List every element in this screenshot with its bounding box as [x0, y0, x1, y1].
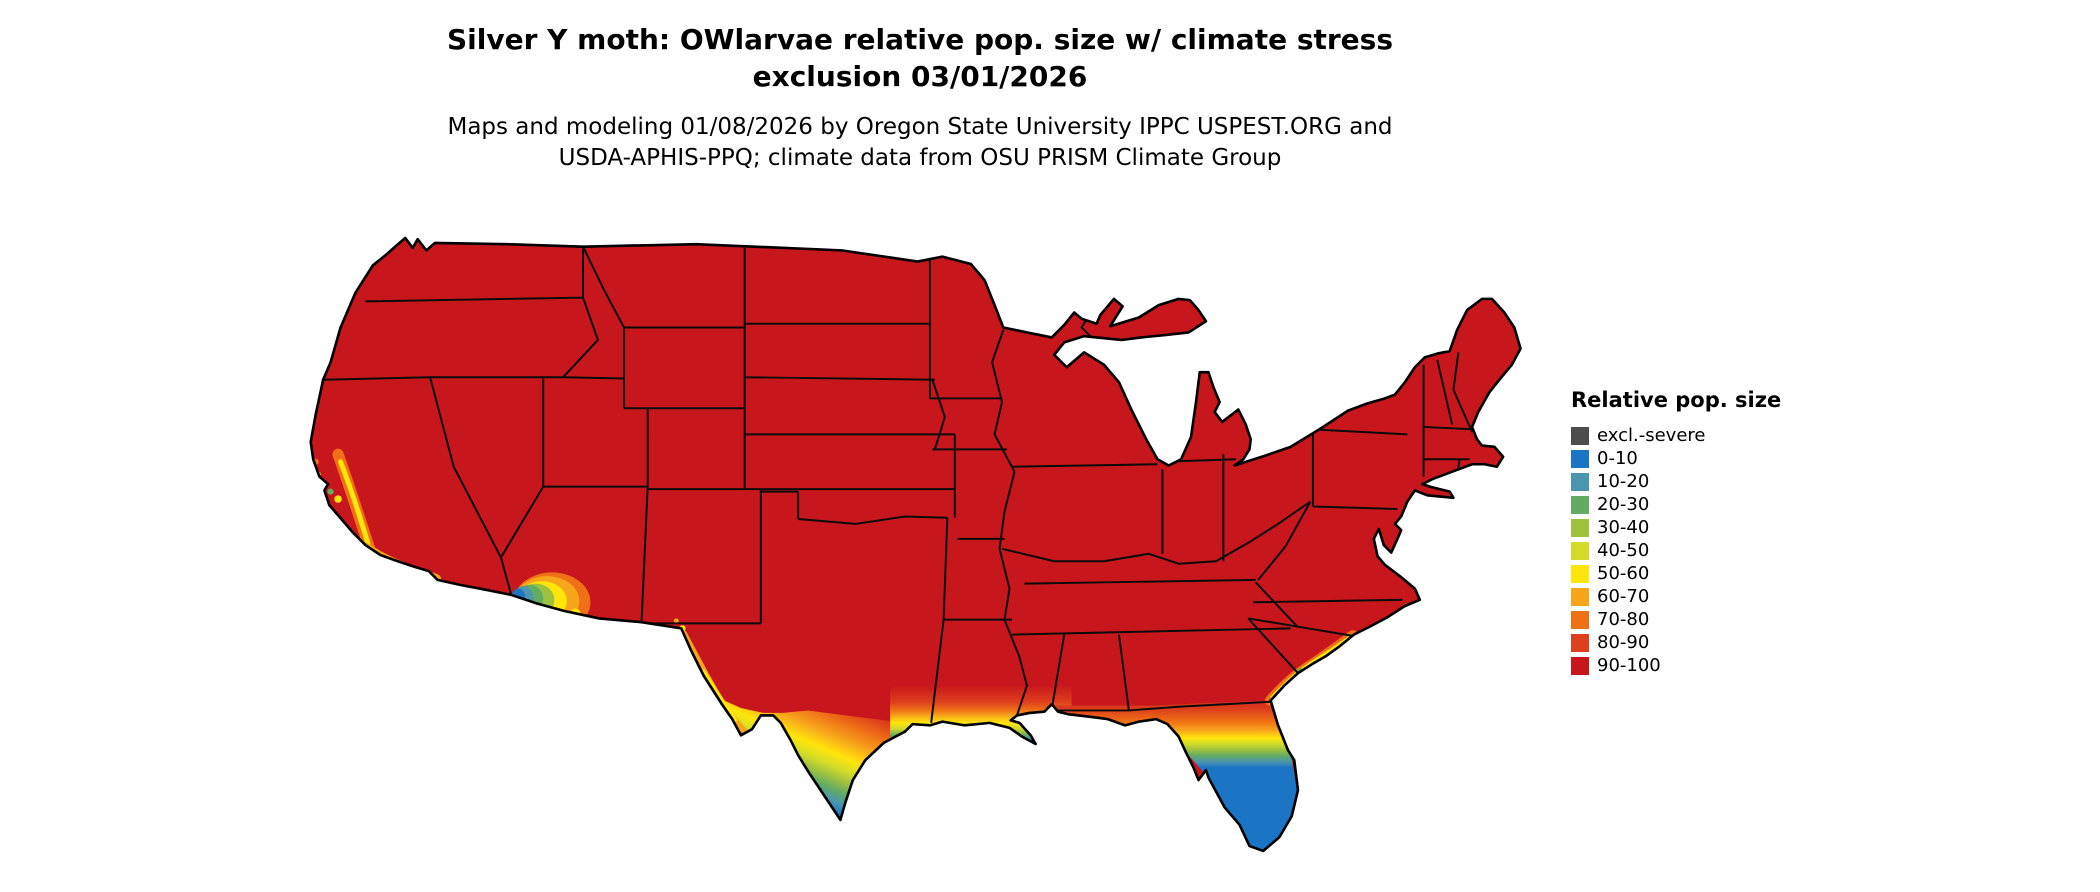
region-florida: [1051, 700, 1298, 851]
legend-item-label: 20-30: [1597, 494, 1650, 515]
region-az-speck-2: [586, 624, 595, 633]
legend-swatch: [1571, 518, 1589, 537]
region-socal-speck-2: [392, 563, 399, 570]
legend-swatch: [1571, 610, 1589, 629]
legend-swatch: [1571, 495, 1589, 514]
legend: Relative pop. size excl.-severe 0-10 10-20…: [1571, 388, 1781, 677]
page-subtitle: Maps and modeling 01/08/2026 by Oregon S…: [0, 112, 1840, 174]
legend-title: Relative pop. size: [1571, 388, 1782, 412]
legend-item-label: 0-10: [1597, 448, 1638, 469]
us-outline: [309, 236, 1522, 853]
legend-item-label: excl.-severe: [1597, 425, 1706, 446]
legend-swatch: [1571, 656, 1589, 675]
legend-swatch: [1571, 587, 1589, 606]
title-block: Silver Y moth: OWlarvae relative pop. si…: [0, 22, 1840, 174]
legend-item-label: 30-40: [1597, 517, 1650, 538]
legend-item-label: 40-50: [1597, 540, 1650, 561]
page-title-line1: Silver Y moth: OWlarvae relative pop. si…: [446, 23, 1393, 56]
legend-swatch: [1571, 472, 1589, 491]
legend-item-label: 70-80: [1597, 609, 1650, 630]
legend-item-label: 60-70: [1597, 586, 1650, 607]
state-borders: [323, 246, 1475, 723]
page-subtitle-line1: Maps and modeling 01/08/2026 by Oregon S…: [447, 113, 1393, 140]
legend-swatch: [1571, 449, 1589, 468]
region-nm-speck: [673, 618, 679, 624]
legend-item: 70-80: [1571, 608, 1781, 631]
legend-item: 30-40: [1571, 516, 1781, 539]
page-title-line2: exclusion 03/01/2026: [752, 59, 1088, 93]
legend-items: excl.-severe 0-10 10-20 20-30 30-40 40-50 50-6…: [1571, 424, 1781, 677]
region-gulf-coast: [890, 685, 1072, 748]
legend-item: 40-50: [1571, 539, 1781, 562]
legend-item: 10-20: [1571, 470, 1781, 493]
region-socal-speck-1: [379, 557, 387, 565]
legend-item: 90-100: [1571, 654, 1781, 677]
us-base-fill: [310, 237, 1521, 851]
legend-swatch: [1571, 541, 1589, 560]
legend-item: 80-90: [1571, 631, 1781, 654]
region-az-speck-3: [599, 635, 607, 642]
legend-item-label: 80-90: [1597, 632, 1650, 653]
region-sf-speck-2: [327, 488, 334, 495]
region-rio-grande-inner: [702, 669, 738, 722]
region-south-texas: [718, 698, 937, 823]
region-sf-speck-3: [334, 495, 342, 503]
legend-item: 0-10: [1571, 447, 1781, 470]
legend-swatch: [1571, 633, 1589, 652]
legend-item-label: 50-60: [1597, 563, 1650, 584]
us-map-svg: [309, 236, 1522, 853]
us-map: [308, 228, 1527, 887]
legend-swatch: [1571, 564, 1589, 583]
legend-item-label: 10-20: [1597, 471, 1650, 492]
legend-item: 20-30: [1571, 493, 1781, 516]
legend-item-label: 90-100: [1597, 655, 1661, 676]
legend-item: excl.-severe: [1571, 424, 1781, 447]
page-title: Silver Y moth: OWlarvae relative pop. si…: [0, 22, 1840, 96]
region-socal-speck-3: [423, 574, 430, 581]
legend-swatch: [1571, 426, 1589, 445]
legend-item: 50-60: [1571, 562, 1781, 585]
page-subtitle-line2: USDA-APHIS-PPQ; climate data from OSU PR…: [558, 144, 1282, 171]
legend-item: 60-70: [1571, 585, 1781, 608]
